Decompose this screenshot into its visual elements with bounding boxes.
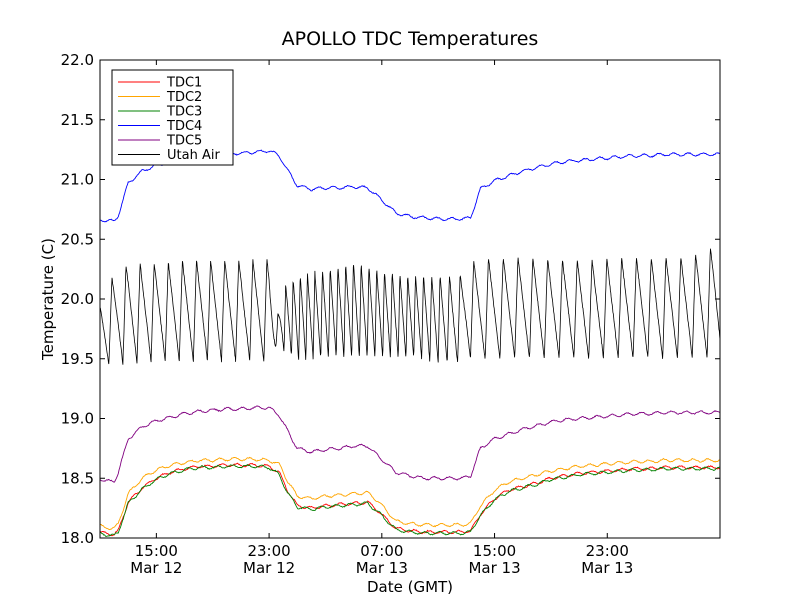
y-tick-label: 20.0 bbox=[61, 290, 94, 308]
legend-label: Utah Air bbox=[167, 148, 220, 163]
x-axis-label: Date (GMT) bbox=[367, 578, 453, 596]
y-tick-label: 19.0 bbox=[61, 410, 94, 428]
plot-area: 18.0 18.5 19.0 19.5 20.0 20.5 21.0 21.5 22.0 15:0… bbox=[61, 51, 721, 577]
x-tick-date-label: Mar 13 bbox=[581, 559, 633, 577]
series-line-utah-air bbox=[99, 248, 721, 365]
series-layer bbox=[99, 149, 721, 537]
y-tick-label: 19.5 bbox=[61, 350, 94, 368]
x-tick-time-label: 07:00 bbox=[360, 542, 403, 560]
x-tick-time-label: 23:00 bbox=[586, 542, 629, 560]
legend-label: TDC1 bbox=[166, 76, 202, 91]
legend-label: TDC2 bbox=[166, 90, 202, 105]
series-line-tdc5 bbox=[99, 405, 721, 483]
ticks-layer: 18.0 18.5 19.0 19.5 20.0 20.5 21.0 21.5 22.0 15:0… bbox=[61, 51, 720, 577]
legend-box bbox=[111, 69, 234, 166]
x-tick-time-label: 23:00 bbox=[247, 542, 290, 560]
y-tick-label: 22.0 bbox=[61, 51, 94, 69]
chart-title: APOLLO TDC Temperatures bbox=[282, 28, 539, 50]
y-axis-label: Temperature (C) bbox=[39, 238, 57, 361]
x-tick-date-label: Mar 12 bbox=[130, 559, 182, 577]
x-tick-date-label: Mar 13 bbox=[468, 559, 520, 577]
x-tick-date-label: Mar 13 bbox=[356, 559, 408, 577]
legend-label: TDC5 bbox=[166, 134, 202, 149]
series-line-tdc2 bbox=[99, 456, 721, 531]
x-tick-time-label: 15:00 bbox=[135, 542, 178, 560]
series-line-tdc1 bbox=[99, 462, 721, 537]
y-tick-label: 18.0 bbox=[61, 529, 94, 547]
y-tick-label: 18.5 bbox=[61, 469, 94, 487]
legend-label: TDC4 bbox=[166, 119, 202, 134]
y-tick-label: 20.5 bbox=[61, 230, 94, 248]
legend-label: TDC3 bbox=[166, 105, 202, 120]
series-line-tdc3 bbox=[99, 464, 721, 537]
y-tick-label: 21.0 bbox=[61, 171, 94, 189]
y-tick-label: 21.5 bbox=[61, 111, 94, 129]
x-tick-date-label: Mar 12 bbox=[243, 559, 295, 577]
x-tick-time-label: 15:00 bbox=[473, 542, 516, 560]
